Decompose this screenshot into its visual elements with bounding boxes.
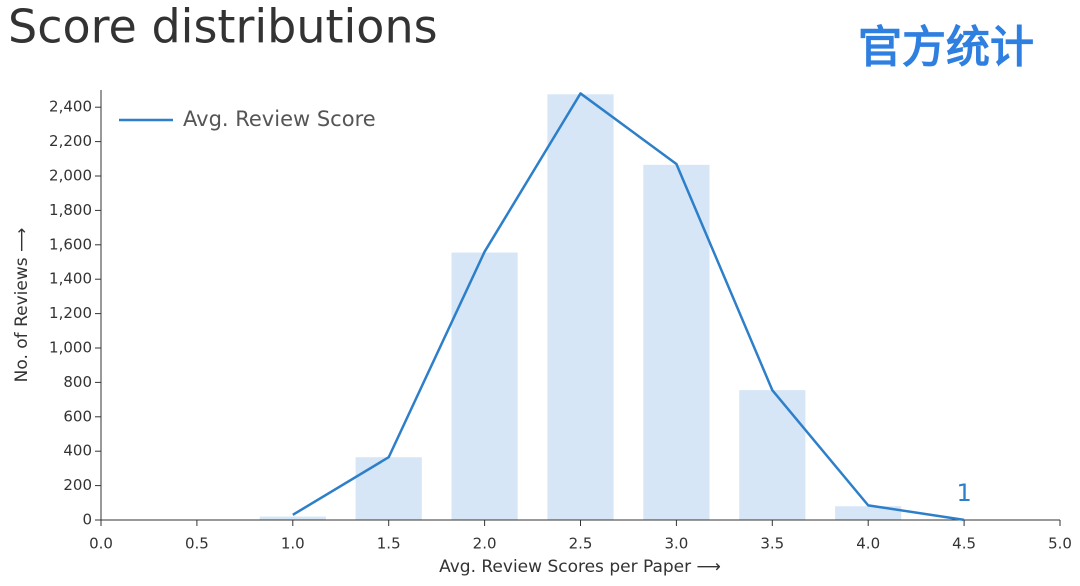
bar [259, 516, 326, 520]
bar [739, 390, 806, 520]
bar [451, 252, 518, 521]
x-tick-label: 4.0 [856, 535, 880, 553]
x-tick-label: 4.5 [952, 535, 976, 553]
y-tick-label: 400 [63, 442, 92, 460]
line [292, 92, 965, 522]
y-tick-label: 800 [63, 373, 92, 391]
x-tick-label: 0.0 [89, 535, 113, 553]
x-axis-label: Avg. Review Scores per Paper ⟶ [439, 557, 721, 577]
x-tick-label: 5.0 [1048, 535, 1072, 553]
bar [547, 94, 614, 521]
x-tick-label: 1.5 [377, 535, 401, 553]
y-axis-label: No. of Reviews ⟶ [12, 228, 32, 383]
legend-label: Avg. Review Score [183, 107, 376, 131]
x-tick-label: 0.5 [185, 535, 209, 553]
x-tick-label: 3.5 [760, 535, 784, 553]
bar [643, 164, 710, 520]
y-tick-label: 1,200 [49, 304, 92, 322]
y-tick-label: 1,800 [49, 201, 92, 219]
watermark: 官方统计 [858, 22, 1034, 73]
bar [835, 506, 902, 520]
x-tick-label: 1.0 [281, 535, 305, 553]
y-tick-label: 600 [63, 407, 92, 425]
x-tick-label: 2.5 [569, 535, 593, 553]
bar [355, 457, 422, 520]
y-tick-label: 1,400 [49, 270, 92, 288]
y-tick-label: 2,200 [49, 132, 92, 150]
y-tick-label: 1,000 [49, 339, 92, 357]
y-tick-label: 1,600 [49, 235, 92, 253]
y-tick-label: 0 [82, 511, 92, 529]
page-title: Score distributions [8, 0, 438, 54]
y-tick-label: 200 [63, 476, 92, 494]
y-tick-label: 2,400 [49, 98, 92, 116]
annotation: 1 [956, 479, 971, 507]
y-tick-label: 2,000 [49, 167, 92, 185]
x-tick-label: 3.0 [664, 535, 688, 553]
x-tick-label: 2.0 [473, 535, 497, 553]
